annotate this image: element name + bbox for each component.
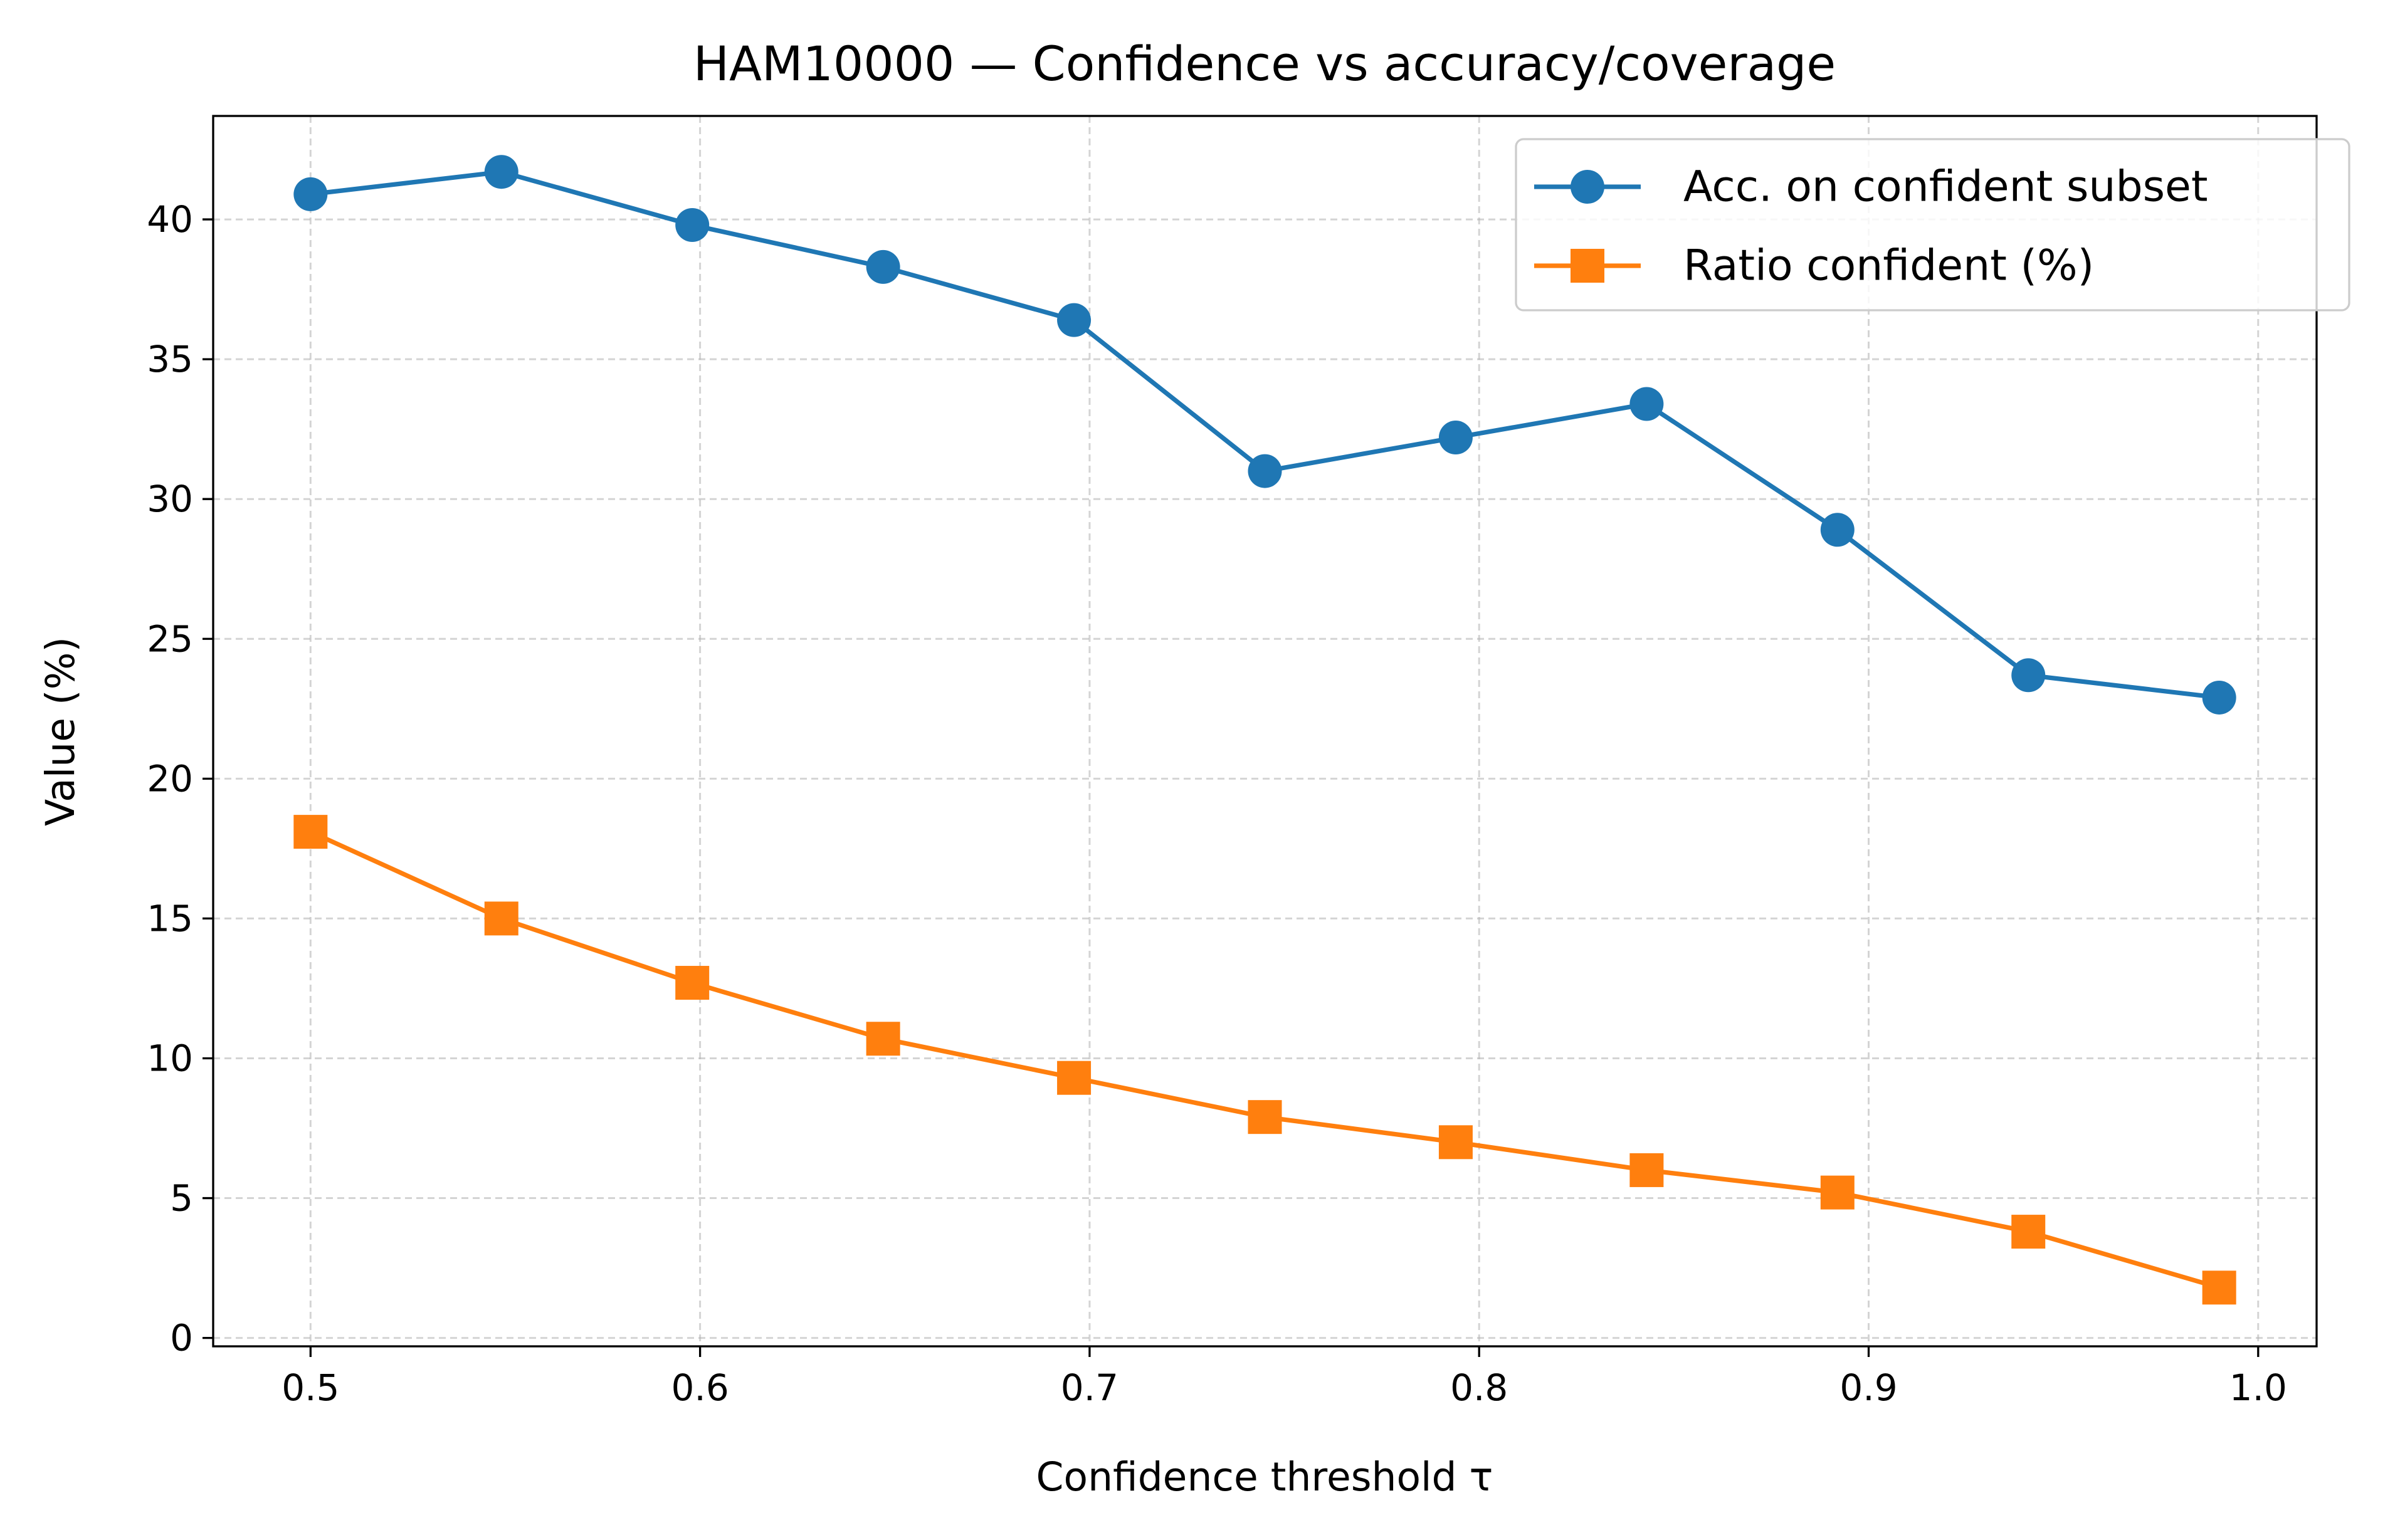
y-tick-label: 35 [147, 338, 193, 380]
data-point-square [1820, 1175, 1855, 1210]
legend-box [1515, 138, 2350, 312]
data-point-square [866, 1022, 900, 1056]
x-tick-label: 0.9 [1839, 1366, 1897, 1409]
plot-frame [212, 115, 2318, 1348]
legend-marker [1571, 170, 1604, 204]
data-point-square [484, 901, 518, 936]
y-tick-label: 40 [147, 198, 193, 241]
data-point-square [293, 815, 328, 849]
data-point-square [2202, 1270, 2236, 1305]
data-point-circle [2202, 680, 2236, 715]
data-point-square [675, 966, 710, 1000]
data-point-circle [293, 177, 328, 211]
data-point-circle [2011, 658, 2046, 693]
data-point-circle [675, 207, 710, 242]
data-point-square [1057, 1061, 1092, 1095]
y-tick-label: 20 [147, 757, 193, 800]
data-point-square [1248, 1100, 1282, 1134]
y-tick-label: 10 [147, 1037, 193, 1079]
series-1 [293, 155, 2236, 715]
data-point-circle [484, 155, 518, 189]
data-point-circle [1820, 513, 1855, 547]
axes: 0.5 0.6 0.7 0.8 0.9 1.0 0 5 10 15 20 25 30 35 40 [147, 198, 2287, 1409]
data-point-circle [866, 249, 900, 284]
legend-label: Acc. on confident subset [1683, 162, 2208, 212]
y-tick-label: 0 [170, 1317, 193, 1359]
data-point-square [1438, 1125, 1473, 1160]
x-tick-label: 1.0 [2229, 1366, 2287, 1409]
legend-entry: Ratio confident (%) [1534, 241, 2094, 291]
data-point-circle [1629, 387, 1664, 421]
data-point-circle [1248, 454, 1282, 488]
y-tick-label: 25 [147, 617, 193, 660]
x-tick-label: 0.7 [1061, 1366, 1118, 1409]
data-point-square [2011, 1215, 2046, 1249]
x-tick-label: 0.5 [282, 1366, 339, 1409]
x-tick-label: 0.6 [671, 1366, 729, 1409]
y-tick-label: 5 [170, 1177, 193, 1220]
data-point-circle [1438, 421, 1473, 455]
y-tick-label: 15 [147, 897, 193, 940]
x-axis-label: Confidence threshold τ [1036, 1454, 1493, 1500]
y-axis-label: Value (%) [38, 637, 83, 826]
x-tick-label: 0.8 [1450, 1366, 1508, 1409]
data-point-circle [1057, 303, 1092, 337]
series-2 [293, 815, 2236, 1305]
series-layer [293, 155, 2236, 1305]
data-point-square [1629, 1153, 1664, 1187]
legend-entry: Acc. on confident subset [1534, 162, 2208, 212]
legend-label: Ratio confident (%) [1683, 241, 2094, 291]
legend: Acc. on confident subset Ratio confident … [1515, 138, 2350, 312]
chart-title: HAM10000 — Confidence vs accuracy/covera… [693, 36, 1836, 92]
y-tick-label: 30 [147, 478, 193, 520]
legend-marker [1571, 249, 1604, 283]
